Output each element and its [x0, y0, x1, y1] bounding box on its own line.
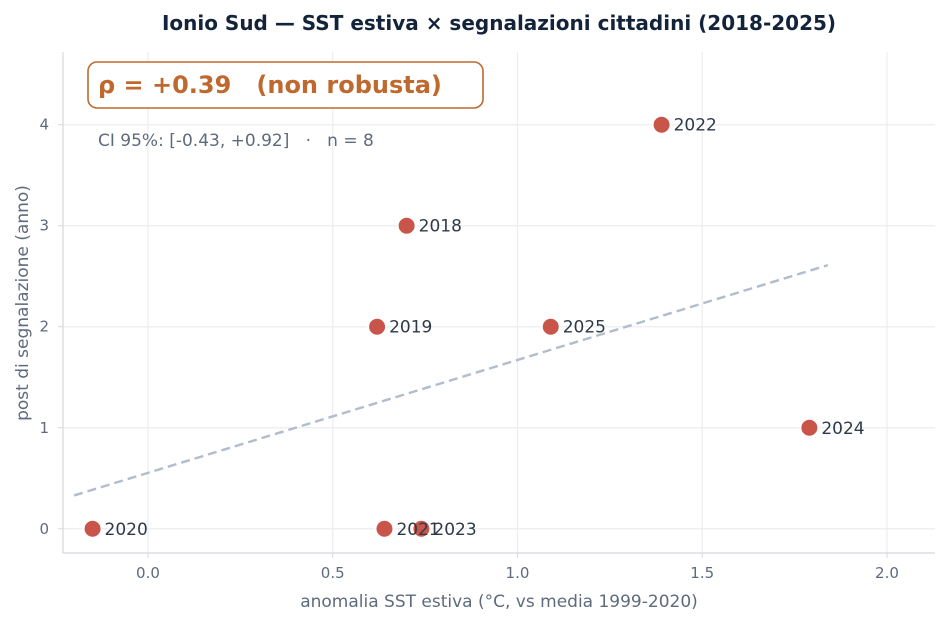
chart-title: Ionio Sud — SST estiva × segnalazioni ci… [162, 11, 836, 35]
y-tick-label: 1 [39, 419, 49, 437]
trend-line [73, 263, 829, 497]
point-label-2025: 2025 [563, 318, 606, 338]
data-point-2021 [374, 518, 395, 539]
rho-annotation: ρ = +0.39 (non robusta) [98, 71, 442, 99]
point-label-2018: 2018 [419, 217, 462, 237]
y-tick-label: 4 [39, 116, 49, 134]
x-tick-label: 0.0 [136, 564, 160, 582]
data-point-2022 [651, 114, 672, 135]
point-labels: 2018 2019 2020 2021 2022 2023 2024 2025 [105, 116, 865, 540]
point-label-2023: 2023 [433, 520, 476, 540]
y-tick-label: 0 [39, 520, 49, 538]
point-label-2022: 2022 [674, 116, 717, 136]
ticks: 0.0 0.5 1.0 1.5 2.0 0 1 2 3 4 [39, 116, 898, 582]
y-tick-label: 3 [39, 217, 49, 235]
x-tick-label: 1.0 [506, 564, 530, 582]
data-point-2025 [540, 316, 561, 337]
data-point-2024 [799, 417, 820, 438]
rho-annotation-box [87, 61, 484, 109]
point-label-2024: 2024 [821, 419, 864, 439]
point-label-2019: 2019 [389, 318, 432, 338]
point-label-2021: 2021 [396, 520, 439, 540]
data-point-2019 [367, 316, 388, 337]
x-tick-label: 1.5 [690, 564, 714, 582]
data-point-2018 [396, 215, 417, 236]
x-tick-label: 0.5 [321, 564, 345, 582]
y-axis-label: post di segnalazione (anno) [13, 185, 33, 421]
data-points [82, 114, 820, 539]
gridlines [63, 52, 935, 553]
data-point-2020 [82, 518, 103, 539]
x-axis-label: anomalia SST estiva (°C, vs media 1999-2… [300, 592, 698, 612]
ci-annotation: CI 95%: [-0.43, +0.92] · n = 8 [98, 131, 374, 151]
data-point-2023 [411, 518, 432, 539]
y-tick-label: 2 [39, 318, 49, 336]
point-label-2020: 2020 [105, 520, 148, 540]
x-tick-label: 2.0 [875, 564, 899, 582]
